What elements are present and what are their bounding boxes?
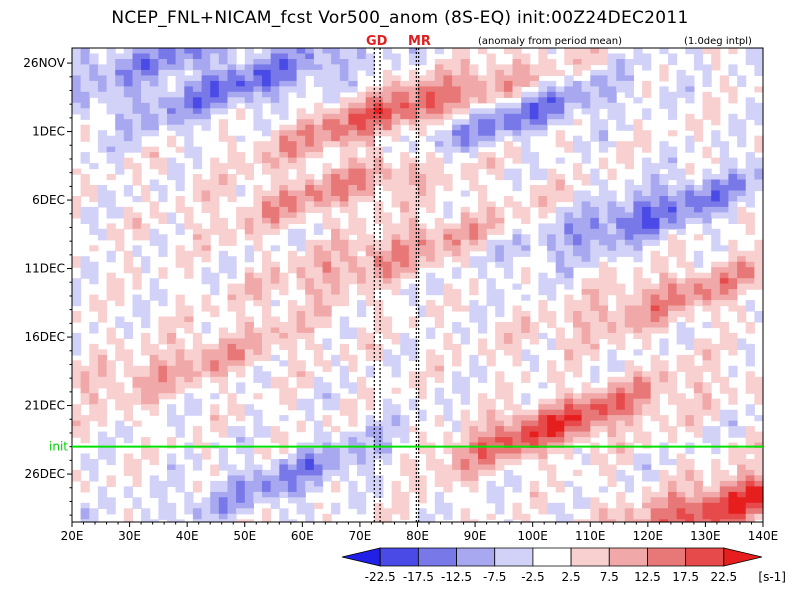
colorbar-label: 7.5 [600,570,619,584]
y-tick-label: 26NOV [23,56,65,70]
init-label: init [49,440,68,454]
colorbar-label: 2.5 [562,570,581,584]
colorbar-label: -12.5 [441,570,472,584]
colorbar-swatch [456,547,496,567]
colorbar-swatch [417,547,457,567]
colorbar-swatch [723,547,763,567]
colorbar-label: -17.5 [403,570,434,584]
colorbar-label: 17.5 [672,570,699,584]
marker-mr-label: MR [408,34,431,49]
y-tick-label: 6DEC [32,193,65,207]
subtitle-interp: (1.0deg intpl) [684,36,752,47]
x-tick-label: 110E [575,529,606,543]
y-tick-label: 1DEC [32,125,65,139]
colorbar-label: -7.5 [483,570,506,584]
marker-gd-label: GD [366,34,388,49]
subtitle-anomaly: (anomaly from period mean) [478,36,622,47]
y-tick-label: 21DEC [25,399,65,413]
x-tick-label: 80E [406,529,429,543]
x-tick-label: 70E [348,529,371,543]
colorbar-swatch [494,547,534,567]
x-tick-label: 130E [690,529,721,543]
x-tick-label: 50E [233,529,256,543]
colorbar-swatch [532,547,572,567]
x-tick-label: 140E [748,529,779,543]
x-tick-label: 40E [176,529,199,543]
colorbar-label: -22.5 [365,570,396,584]
y-tick-label: 26DEC [25,467,65,481]
colorbar-label: -2.5 [521,570,544,584]
x-tick-label: 60E [291,529,314,543]
x-tick-label: 100E [517,529,548,543]
colorbar-swatch [647,547,687,567]
y-tick-label: 11DEC [25,262,65,276]
colorbar-label: 12.5 [634,570,661,584]
colorbar-swatch [341,547,381,567]
colorbar-unit: [s-1] [758,570,786,584]
colorbar-swatch [570,547,610,567]
y-tick-label: 16DEC [25,330,65,344]
anomaly-field [72,48,764,523]
colorbar-swatch [608,547,648,567]
x-tick-label: 20E [61,529,84,543]
colorbar-label: 22.5 [710,570,737,584]
colorbar-swatch [379,547,419,567]
x-tick-label: 90E [464,529,487,543]
colorbar-swatch [685,547,725,567]
chart-title: NCEP_FNL+NICAM_fcst Vor500_anom (8S-EQ) … [111,8,689,28]
x-tick-label: 120E [633,529,664,543]
x-tick-label: 30E [118,529,141,543]
